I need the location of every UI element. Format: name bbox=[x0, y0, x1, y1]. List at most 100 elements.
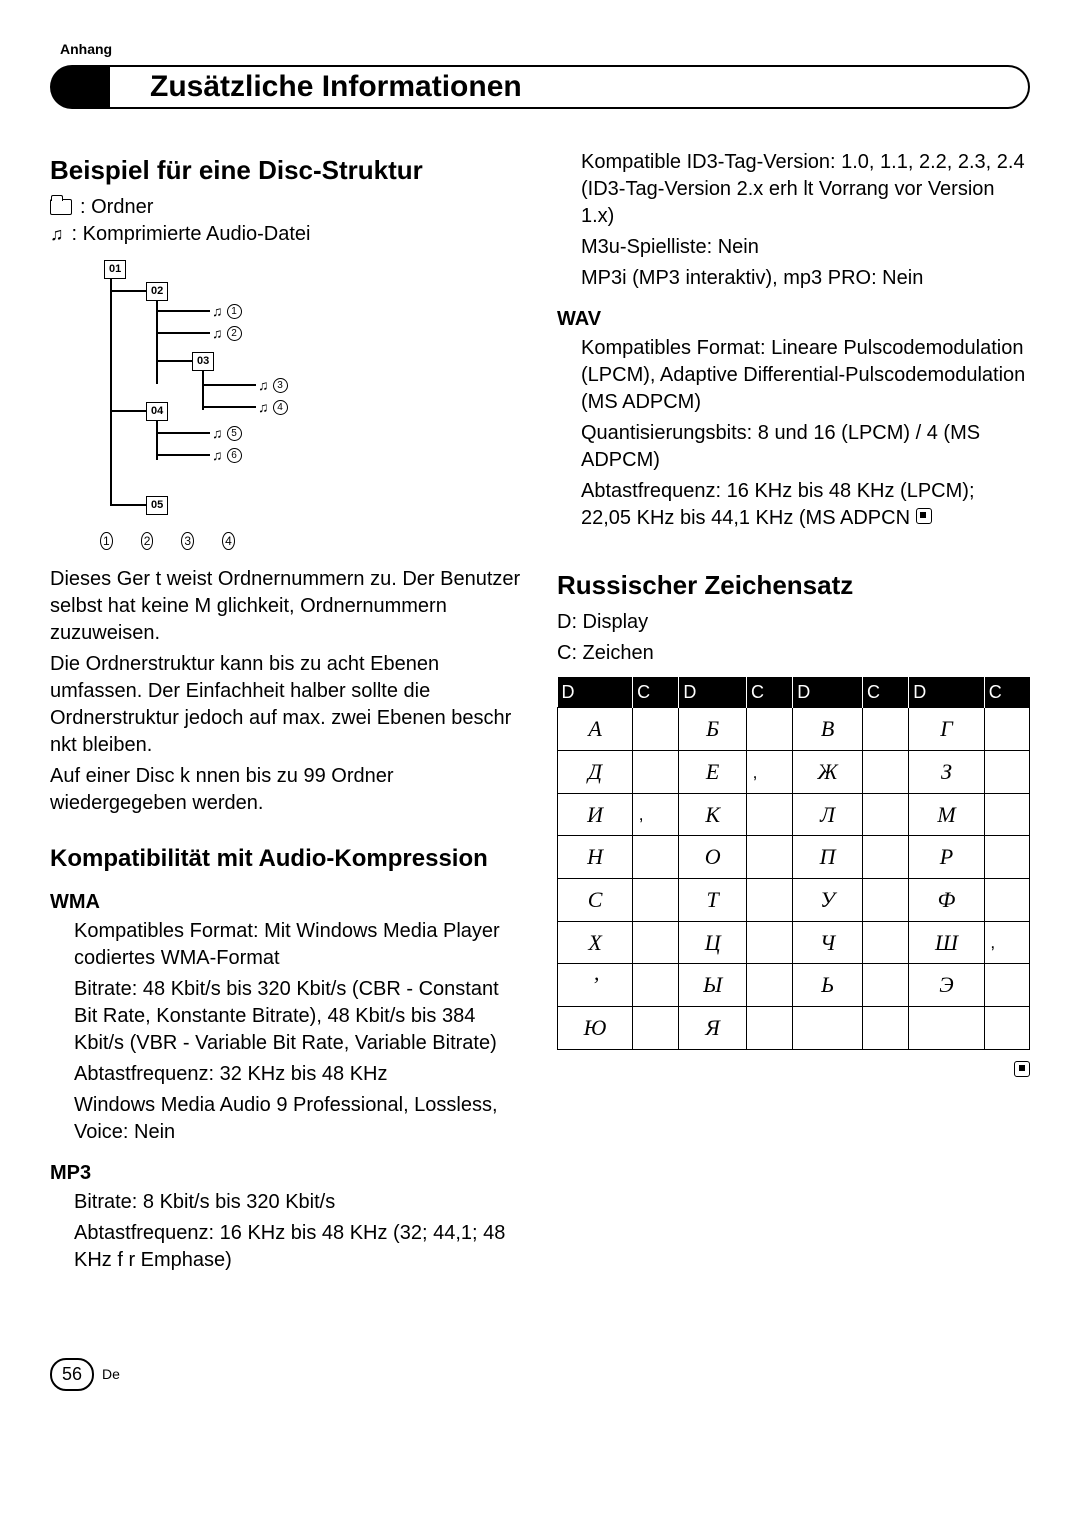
charset-display-cell: П bbox=[793, 836, 863, 879]
end-mark-icon bbox=[916, 508, 932, 524]
charset-header: D bbox=[793, 677, 863, 708]
tree-folder: 01 bbox=[104, 260, 126, 279]
page-lang: De bbox=[102, 1365, 120, 1384]
charset-display-cell: У bbox=[793, 879, 863, 922]
charset-char-cell bbox=[746, 1007, 792, 1050]
charset-legend-c: C: Zeichen bbox=[557, 640, 1030, 667]
charset-char-cell bbox=[862, 879, 908, 922]
charset-table: DCDCDCDC АБВГДЕ‚ЖЗИ‚КЛМНОПРСТУФХЦЧШ‚’ЫЬЭ… bbox=[557, 677, 1030, 1050]
table-row: АБВГ bbox=[558, 708, 1030, 751]
charset-header: C bbox=[746, 677, 792, 708]
charset-char-cell bbox=[633, 750, 679, 793]
section-end-mark bbox=[557, 1058, 1030, 1085]
wav-line: Quantisierungsbits: 8 und 16 (LPCM) / 4 … bbox=[581, 420, 1030, 474]
music-note-icon: ♫ bbox=[50, 225, 64, 243]
folder-icon bbox=[50, 199, 72, 215]
charset-char-cell bbox=[984, 750, 1029, 793]
charset-display-cell: Т bbox=[679, 879, 747, 922]
charset-display-cell: А bbox=[558, 708, 633, 751]
page-footer: 56 De bbox=[50, 1358, 1030, 1390]
charset-char-cell bbox=[984, 964, 1029, 1007]
folder-tree-diagram: 01 02 ♫ 1 ♫ 2 03 ♫ 3 ♫ 4 04 ♫ 5 ♫ 6 05 bbox=[100, 260, 523, 550]
charset-char-cell bbox=[633, 921, 679, 964]
charset-header: D bbox=[558, 677, 633, 708]
section-label: Anhang bbox=[60, 40, 1030, 59]
right-column: Kompatible ID3-Tag-Version: 1.0, 1.1, 2.… bbox=[557, 149, 1030, 1278]
charset-display-cell: Э bbox=[909, 964, 985, 1007]
legend-file-label: : Komprimierte Audio-Datei bbox=[72, 221, 311, 248]
tree-file: ♫ 2 bbox=[212, 324, 242, 343]
heading-wav: WAV bbox=[557, 306, 1030, 333]
charset-char-cell bbox=[862, 793, 908, 836]
charset-display-cell: Ю bbox=[558, 1007, 633, 1050]
charset-display-cell: И bbox=[558, 793, 633, 836]
charset-char-cell bbox=[862, 921, 908, 964]
wav-line: Abtastfrequenz: 16 KHz bis 48 KHz (LPCM)… bbox=[581, 478, 1030, 532]
tree-file: ♫ 3 bbox=[258, 376, 288, 395]
title-rule: Zusätzliche Informationen bbox=[110, 65, 1030, 109]
tree-folder: 05 bbox=[146, 496, 168, 515]
charset-display-cell: З bbox=[909, 750, 985, 793]
mp3-line: Kompatible ID3-Tag-Version: 1.0, 1.1, 2.… bbox=[581, 149, 1030, 230]
charset-display-cell: Р bbox=[909, 836, 985, 879]
charset-header: C bbox=[984, 677, 1029, 708]
charset-display-cell: Ш bbox=[909, 921, 985, 964]
charset-char-cell bbox=[984, 793, 1029, 836]
legend-folder-label: : Ordner bbox=[80, 194, 153, 221]
charset-legend-d: D: Display bbox=[557, 609, 1030, 636]
page-number: 56 bbox=[50, 1358, 94, 1390]
charset-display-cell bbox=[909, 1007, 985, 1050]
wma-line: Bitrate: 48 Kbit/s bis 320 Kbit/s (CBR -… bbox=[74, 976, 523, 1057]
charset-display-cell: Н bbox=[558, 836, 633, 879]
charset-char-cell bbox=[633, 1007, 679, 1050]
wma-line: Kompatibles Format: Mit Windows Media Pl… bbox=[74, 918, 523, 972]
heading-compat: Kompatibilität mit Audio-Kompression bbox=[50, 843, 523, 875]
tree-folder: 04 bbox=[146, 402, 168, 421]
charset-char-cell bbox=[746, 708, 792, 751]
tree-folder: 02 bbox=[146, 282, 168, 301]
charset-header: D bbox=[679, 677, 747, 708]
charset-display-cell: М bbox=[909, 793, 985, 836]
charset-char-cell bbox=[984, 879, 1029, 922]
charset-char-cell bbox=[984, 836, 1029, 879]
table-row: НОПР bbox=[558, 836, 1030, 879]
charset-char-cell bbox=[984, 1007, 1029, 1050]
wma-line: Abtastfrequenz: 32 KHz bis 48 KHz bbox=[74, 1061, 523, 1088]
charset-char-cell bbox=[746, 793, 792, 836]
charset-char-cell bbox=[746, 964, 792, 1007]
heading-disc-structure: Beispiel für eine Disc-Struktur bbox=[50, 153, 523, 188]
charset-char-cell: ‚ bbox=[984, 921, 1029, 964]
charset-char-cell bbox=[633, 964, 679, 1007]
heading-mp3: MP3 bbox=[50, 1160, 523, 1187]
table-row: ДЕ‚ЖЗ bbox=[558, 750, 1030, 793]
left-column: Beispiel für eine Disc-Struktur : Ordner… bbox=[50, 149, 523, 1278]
wav-line: Kompatibles Format: Lineare Pulscodemodu… bbox=[581, 335, 1030, 416]
disc-para-2: Die Ordnerstruktur kann bis zu acht Eben… bbox=[50, 651, 523, 759]
charset-display-cell: К bbox=[679, 793, 747, 836]
charset-char-cell bbox=[862, 836, 908, 879]
end-mark-icon bbox=[1014, 1061, 1030, 1077]
table-row: ХЦЧШ‚ bbox=[558, 921, 1030, 964]
charset-display-cell: Ы bbox=[679, 964, 747, 1007]
charset-display-cell: Г bbox=[909, 708, 985, 751]
mp3-line: Abtastfrequenz: 16 KHz bis 48 KHz (32; 4… bbox=[74, 1220, 523, 1274]
table-row: С Т У Ф bbox=[558, 879, 1030, 922]
charset-display-cell: С bbox=[558, 879, 633, 922]
tree-file: ♫ 6 bbox=[212, 446, 242, 465]
charset-display-cell: Я bbox=[679, 1007, 747, 1050]
table-row: ЮЯ bbox=[558, 1007, 1030, 1050]
tree-layer-labels: 1 2 3 4 bbox=[100, 532, 235, 550]
page-title: Zusätzliche Informationen bbox=[150, 67, 522, 108]
charset-display-cell bbox=[793, 1007, 863, 1050]
mp3-line: MP3i (MP3 interaktiv), mp3 PRO: Nein bbox=[581, 265, 1030, 292]
tree-file: ♫ 4 bbox=[258, 398, 288, 417]
charset-char-cell bbox=[862, 750, 908, 793]
charset-char-cell bbox=[633, 879, 679, 922]
charset-display-cell: Ф bbox=[909, 879, 985, 922]
wma-line: Windows Media Audio 9 Professional, Loss… bbox=[74, 1092, 523, 1146]
heading-russian-charset: Russischer Zeichensatz bbox=[557, 568, 1030, 603]
charset-display-cell: Ч bbox=[793, 921, 863, 964]
charset-display-cell: Д bbox=[558, 750, 633, 793]
charset-char-cell bbox=[862, 964, 908, 1007]
charset-char-cell bbox=[746, 921, 792, 964]
